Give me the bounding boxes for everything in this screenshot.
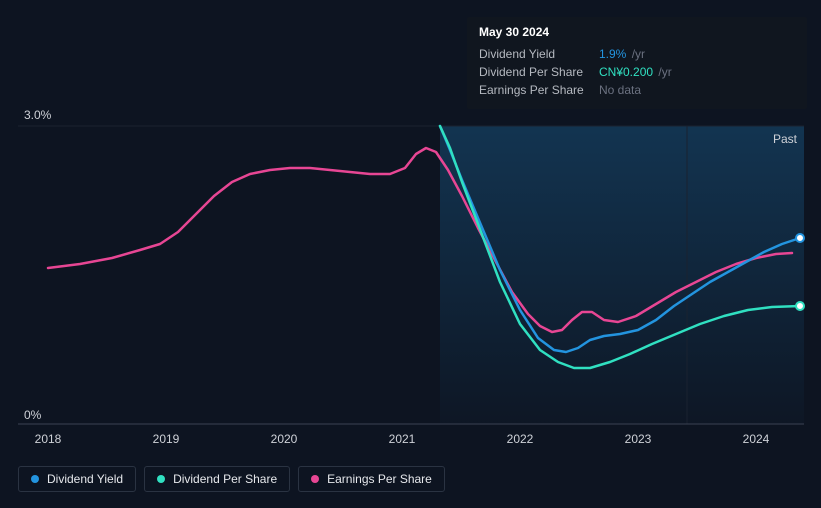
tooltip-row-value: 1.9% /yr — [599, 45, 645, 63]
end-marker-dividend-per-share — [795, 301, 805, 311]
legend-item[interactable]: Dividend Yield — [18, 466, 136, 492]
legend-item[interactable]: Dividend Per Share — [144, 466, 290, 492]
x-axis-label: 2024 — [743, 432, 770, 446]
y-axis-max-label: 3.0% — [24, 108, 51, 122]
x-axis-label: 2019 — [153, 432, 180, 446]
tooltip-row: Dividend Per ShareCN¥0.200 /yr — [479, 63, 795, 81]
tooltip-row-value: CN¥0.200 /yr — [599, 63, 672, 81]
legend-label: Dividend Yield — [47, 472, 123, 486]
tooltip-date: May 30 2024 — [479, 25, 795, 39]
tooltip-row-label: Earnings Per Share — [479, 81, 599, 99]
end-marker-dividend-yield — [795, 233, 805, 243]
tooltip-row: Dividend Yield1.9% /yr — [479, 45, 795, 63]
x-axis-label: 2021 — [389, 432, 416, 446]
legend: Dividend Yield Dividend Per Share Earnings… — [18, 466, 445, 492]
y-axis-min-label: 0% — [24, 408, 41, 422]
tooltip-row: Earnings Per ShareNo data — [479, 81, 795, 99]
x-axis-label: 2018 — [35, 432, 62, 446]
legend-dot-icon — [157, 475, 165, 483]
tooltip-row-value: No data — [599, 81, 641, 99]
legend-label: Earnings Per Share — [327, 472, 432, 486]
legend-item[interactable]: Earnings Per Share — [298, 466, 445, 492]
x-axis-label: 2020 — [271, 432, 298, 446]
tooltip-row-label: Dividend Per Share — [479, 63, 599, 81]
x-axis-label: 2022 — [507, 432, 534, 446]
past-shade — [440, 126, 804, 424]
x-axis-label: 2023 — [625, 432, 652, 446]
tooltip: May 30 2024 Dividend Yield1.9% /yrDivide… — [467, 17, 807, 109]
legend-label: Dividend Per Share — [173, 472, 277, 486]
legend-dot-icon — [31, 475, 39, 483]
legend-dot-icon — [311, 475, 319, 483]
past-label: Past — [773, 132, 797, 146]
tooltip-row-label: Dividend Yield — [479, 45, 599, 63]
